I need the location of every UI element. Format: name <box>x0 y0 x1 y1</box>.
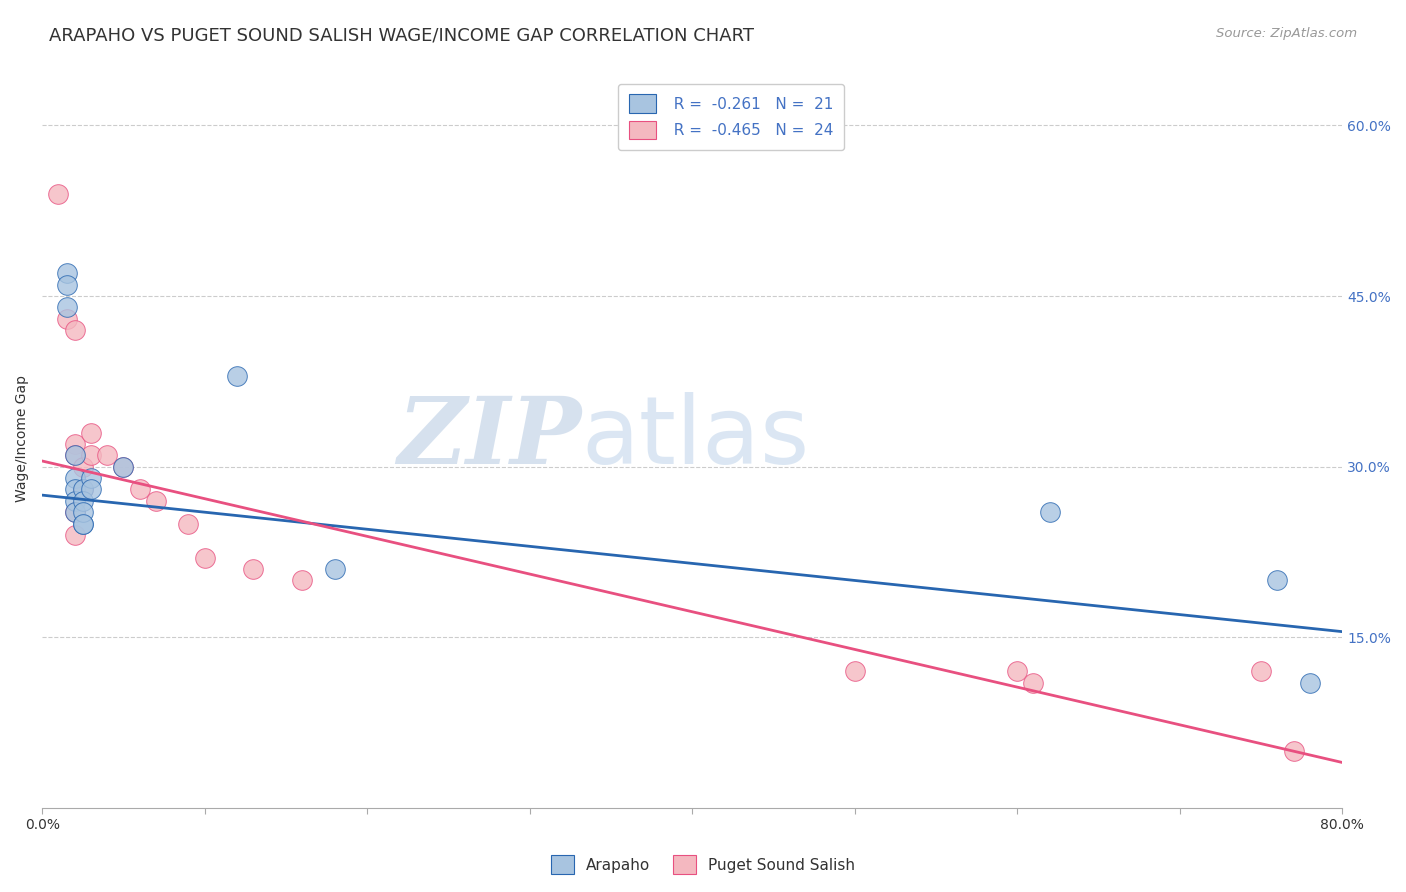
Point <box>112 459 135 474</box>
Text: ARAPAHO VS PUGET SOUND SALISH WAGE/INCOME GAP CORRELATION CHART: ARAPAHO VS PUGET SOUND SALISH WAGE/INCOM… <box>49 27 754 45</box>
Legend:   R =  -0.261   N =  21,   R =  -0.465   N =  24: R = -0.261 N = 21, R = -0.465 N = 24 <box>619 84 844 150</box>
Text: atlas: atlas <box>582 392 810 484</box>
Point <box>1007 665 1029 679</box>
Point <box>1282 744 1305 758</box>
Text: Source: ZipAtlas.com: Source: ZipAtlas.com <box>1216 27 1357 40</box>
Legend: Arapaho, Puget Sound Salish: Arapaho, Puget Sound Salish <box>544 849 862 880</box>
Point <box>72 516 94 531</box>
Point <box>1265 574 1288 588</box>
Point <box>1022 676 1045 690</box>
Point <box>242 562 264 576</box>
Point <box>72 483 94 497</box>
Point <box>177 516 200 531</box>
Point <box>323 562 346 576</box>
Point <box>1250 665 1272 679</box>
Point <box>48 186 70 201</box>
Point <box>63 323 86 337</box>
Point <box>63 471 86 485</box>
Point <box>72 493 94 508</box>
Point <box>1039 505 1062 519</box>
Point <box>194 550 217 565</box>
Point <box>844 665 866 679</box>
Point <box>63 505 86 519</box>
Point <box>63 437 86 451</box>
Point <box>63 483 86 497</box>
Point <box>128 483 150 497</box>
Point <box>226 368 249 383</box>
Point <box>112 459 135 474</box>
Point <box>63 448 86 462</box>
Point <box>72 505 94 519</box>
Point <box>291 574 314 588</box>
Point <box>55 301 77 315</box>
Point <box>80 448 103 462</box>
Point <box>72 516 94 531</box>
Point <box>63 493 86 508</box>
Point <box>63 448 86 462</box>
Y-axis label: Wage/Income Gap: Wage/Income Gap <box>15 375 30 502</box>
Point <box>80 425 103 440</box>
Point <box>55 277 77 292</box>
Point <box>80 471 103 485</box>
Text: ZIP: ZIP <box>398 393 582 483</box>
Point <box>72 459 94 474</box>
Point <box>72 483 94 497</box>
Point <box>80 483 103 497</box>
Point <box>145 493 167 508</box>
Point <box>55 311 77 326</box>
Point <box>96 448 118 462</box>
Point <box>63 505 86 519</box>
Point <box>63 528 86 542</box>
Point <box>1299 676 1322 690</box>
Point <box>55 266 77 280</box>
